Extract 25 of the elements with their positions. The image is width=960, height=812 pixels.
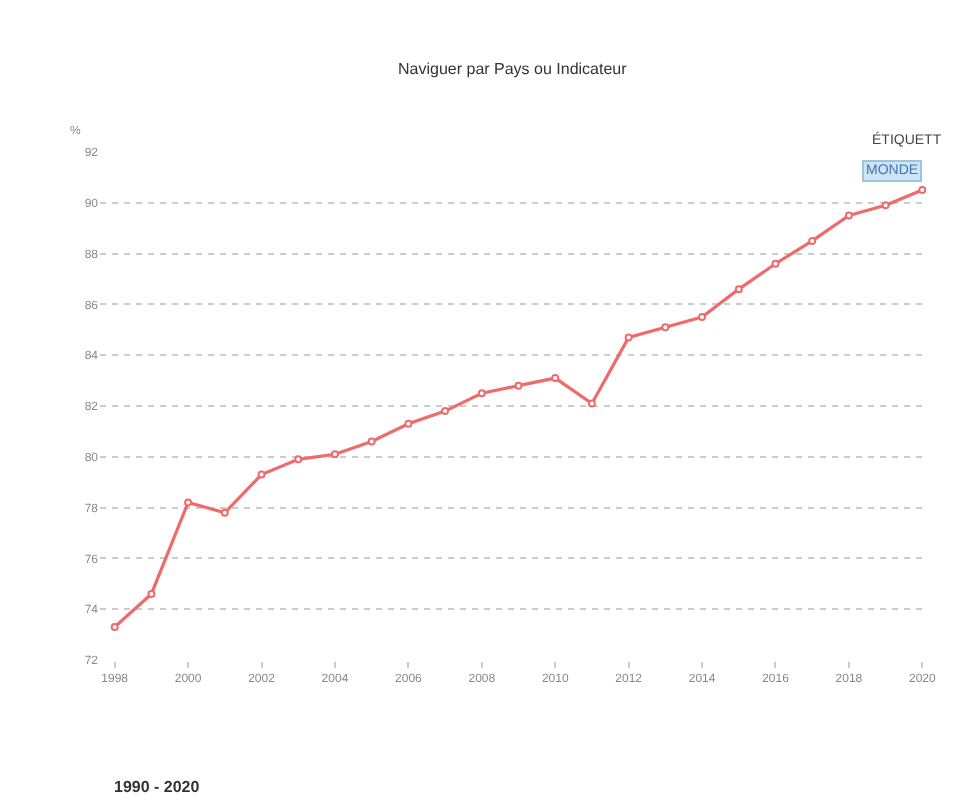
point (661, 323, 670, 332)
point (184, 498, 193, 507)
point (110, 622, 119, 631)
point (441, 407, 450, 416)
point (551, 374, 560, 383)
chart-title: Naviguer par Pays ou Indicateur (398, 60, 628, 78)
point (771, 259, 780, 268)
point (404, 419, 413, 428)
point (514, 381, 523, 390)
point (330, 450, 339, 459)
text: 1990 - 2020 (114, 778, 201, 796)
point (808, 236, 817, 245)
point (881, 201, 890, 210)
point (698, 313, 707, 322)
point (477, 389, 486, 398)
point (220, 508, 229, 517)
point (294, 455, 303, 464)
point (624, 333, 633, 342)
point (587, 399, 596, 408)
point (367, 437, 376, 446)
point (844, 211, 853, 220)
point (918, 186, 927, 195)
point (147, 589, 156, 598)
point (734, 285, 743, 294)
point (257, 470, 266, 479)
